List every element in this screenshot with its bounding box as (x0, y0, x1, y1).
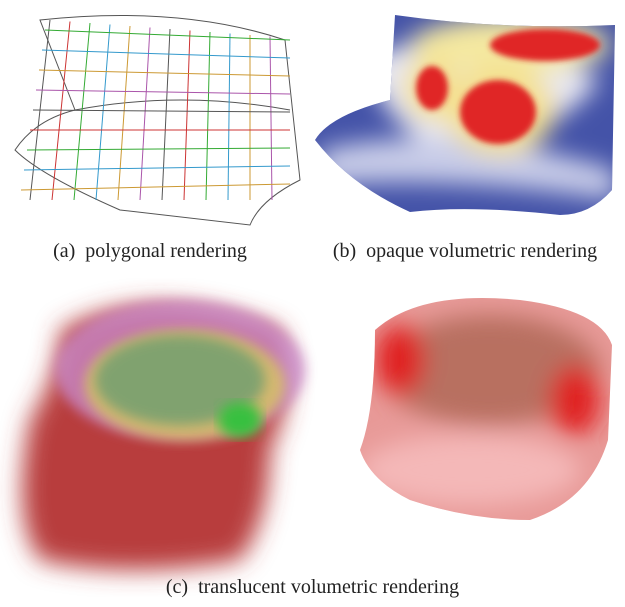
wire-line (38, 69, 291, 77)
caption-c: (c) translucent volumetric rendering (165, 576, 460, 598)
wire-line (139, 27, 151, 201)
caption-b: (b) opaque volumetric rendering (332, 240, 598, 262)
wire-line (95, 24, 111, 201)
wire-line (161, 28, 171, 201)
wire-line (41, 49, 291, 59)
wire-line (73, 22, 91, 201)
opaque-volume-image (315, 15, 615, 215)
wire-line (20, 183, 291, 191)
wire-line (117, 25, 131, 201)
wire-line (32, 109, 291, 113)
wire-line (269, 36, 273, 201)
wire-line (44, 29, 291, 41)
wire-line (26, 147, 291, 151)
wireframe-image (14, 15, 301, 226)
wire-line (183, 30, 191, 201)
wire-line (227, 33, 231, 201)
wire-line (35, 89, 291, 95)
wire-line (205, 31, 211, 201)
wire-line (23, 165, 291, 171)
caption-a: (a) polygonal rendering (53, 240, 247, 262)
translucent-volume-image-left (22, 300, 305, 570)
translucent-volume-image-right (360, 298, 612, 520)
